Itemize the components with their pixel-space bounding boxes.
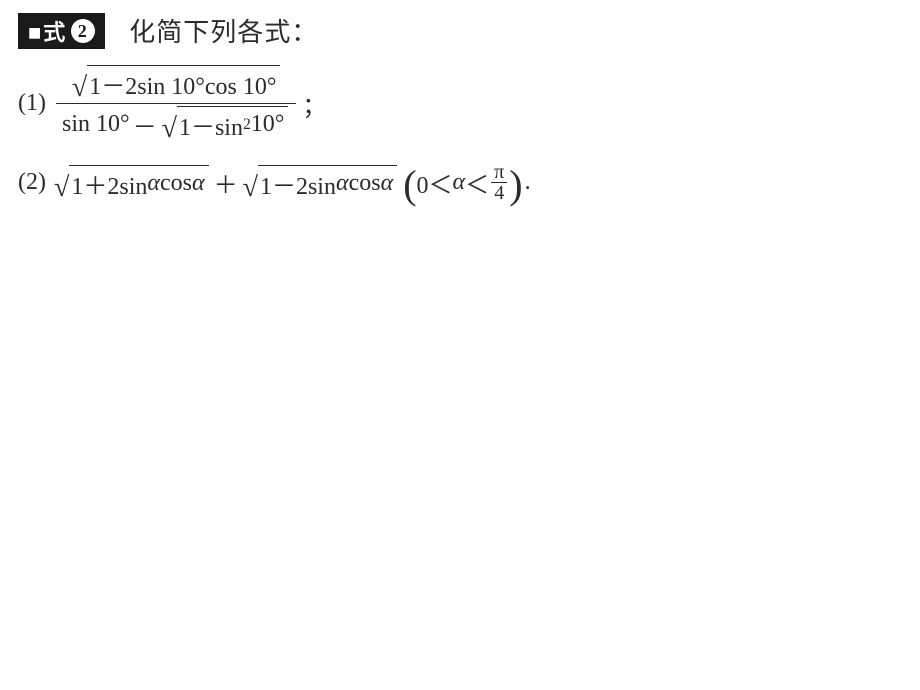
sqrt-denominator: √ 1－sin2 10° bbox=[162, 106, 289, 142]
badge-prefix: ■式 bbox=[28, 15, 67, 47]
alpha: α bbox=[336, 170, 349, 197]
badge-number: 2 bbox=[71, 19, 95, 43]
alpha: α bbox=[192, 170, 205, 197]
page-content: ■式 2 化简下列各式： (1) √ 1－2sin 10°cos 10° sin… bbox=[18, 12, 898, 221]
problem-1-label: (1) bbox=[18, 90, 46, 117]
pi: π bbox=[491, 162, 507, 182]
alpha: α bbox=[147, 170, 160, 197]
denom-left: sin 10° bbox=[62, 111, 130, 138]
txt: cos bbox=[349, 170, 381, 197]
plus-op: ＋ bbox=[214, 165, 238, 200]
radical-icon: √ bbox=[54, 174, 69, 202]
alpha: α bbox=[453, 169, 466, 196]
problem-1: (1) √ 1－2sin 10°cos 10° sin 10° － √ bbox=[18, 63, 898, 144]
exercise-badge: ■式 2 bbox=[18, 13, 105, 49]
sqrt-term-1: √ 1＋2sin αcos α bbox=[54, 165, 209, 201]
sqrt-body: 1－2sin αcos α bbox=[258, 165, 397, 201]
problem-1-expression: √ 1－2sin 10°cos 10° sin 10° － √ 1－sin2 1… bbox=[52, 63, 300, 144]
problem-2-label: (2) bbox=[18, 169, 46, 196]
txt: 1－2sin bbox=[260, 166, 336, 201]
sqrt-numerator: √ 1－2sin 10°cos 10° bbox=[72, 65, 281, 101]
problem-1-terminator: ； bbox=[302, 86, 326, 121]
four: 4 bbox=[491, 183, 507, 203]
page-title: 化简下列各式： bbox=[129, 12, 318, 49]
problem-2-terminator: . bbox=[525, 169, 531, 196]
cond-pre: 0＜ bbox=[417, 165, 453, 200]
txt: 1＋2sin bbox=[71, 166, 147, 201]
radical-icon: √ bbox=[243, 174, 258, 202]
sqrt-body: 1－sin2 10° bbox=[177, 106, 288, 142]
sqrt-text-2: 10° bbox=[251, 111, 285, 138]
fraction: √ 1－2sin 10°cos 10° sin 10° － √ 1－sin2 1… bbox=[56, 63, 296, 144]
sqrt-term-2: √ 1－2sin αcos α bbox=[243, 165, 398, 201]
alpha: α bbox=[381, 170, 394, 197]
sqrt-body: 1－2sin 10°cos 10° bbox=[87, 65, 280, 101]
cond-mid: ＜ bbox=[465, 165, 489, 200]
radical-icon: √ bbox=[72, 74, 87, 102]
txt: cos bbox=[160, 170, 192, 197]
minus-op: － bbox=[133, 107, 157, 142]
sqrt-body: 1＋2sin αcos α bbox=[69, 165, 208, 201]
denominator: sin 10° － √ 1－sin2 10° bbox=[56, 104, 296, 144]
problem-2: (2) √ 1＋2sin αcos α ＋ √ 1－2sin αcos α ( … bbox=[18, 162, 898, 203]
radical-icon: √ bbox=[162, 115, 177, 143]
problem-2-expression: √ 1＋2sin αcos α ＋ √ 1－2sin αcos α ( 0＜α＜… bbox=[52, 162, 523, 203]
header-row: ■式 2 化简下列各式： bbox=[18, 12, 898, 49]
sqrt-text-1: 1－sin bbox=[179, 107, 243, 142]
numerator: √ 1－2sin 10°cos 10° bbox=[64, 63, 289, 103]
pi-over-4: π 4 bbox=[491, 162, 507, 203]
